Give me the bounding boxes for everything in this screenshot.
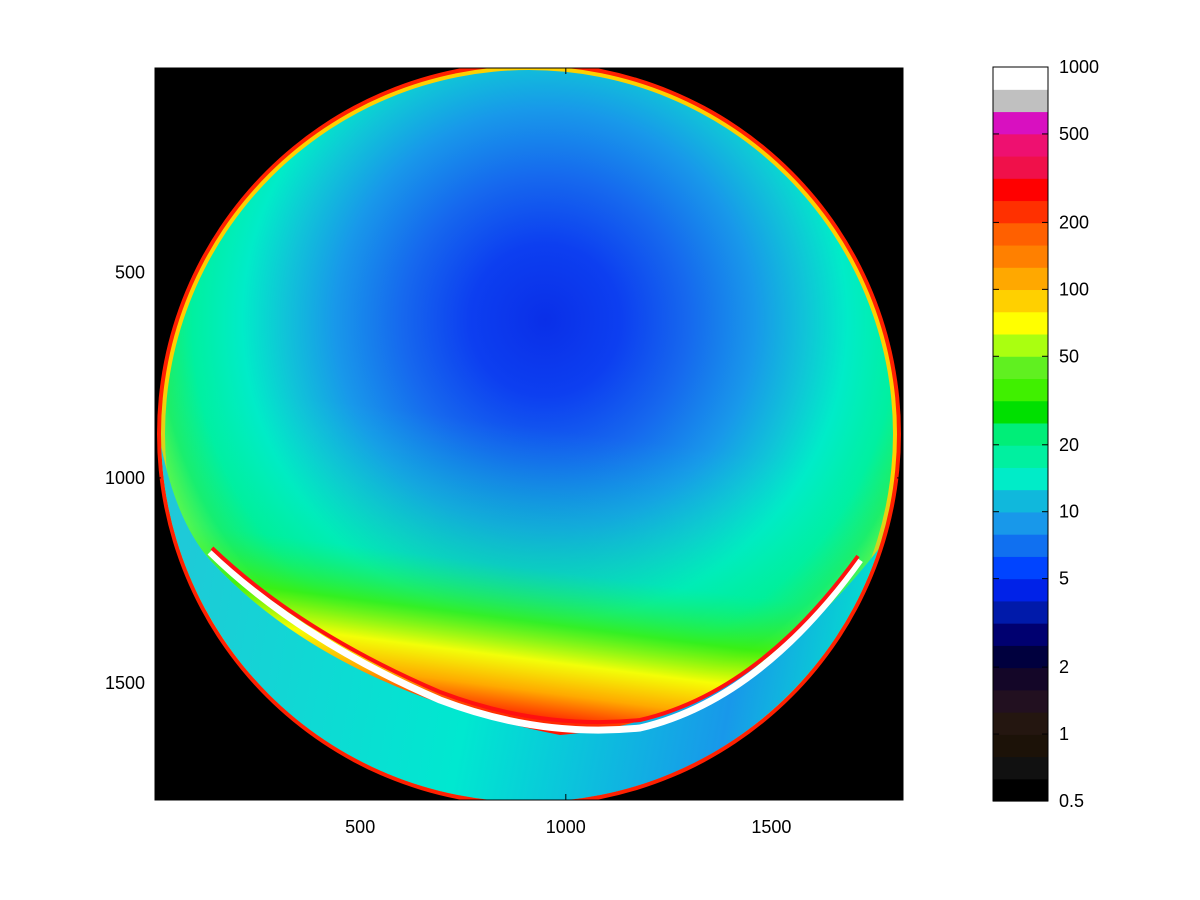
colorbar-swatch — [993, 689, 1048, 713]
colorbar-swatch — [993, 333, 1048, 357]
colorbar-ticks: 0.5 1 2 5 10 20 50 100 200 500 1000 — [993, 57, 1099, 811]
colorbar-swatch — [993, 778, 1048, 802]
image-axes: 500 1000 1500 500 1000 1500 — [105, 67, 904, 837]
x-tick-label: 1000 — [546, 817, 586, 837]
colorbar-swatch — [993, 556, 1048, 580]
colorbar-swatch — [993, 623, 1048, 646]
colorbar-swatch — [993, 422, 1048, 446]
colorbar-swatch — [993, 111, 1048, 135]
colorbar-tick-label: 50 — [1059, 346, 1079, 366]
sky-image — [157, 68, 901, 800]
colorbar-swatch — [993, 356, 1048, 379]
colorbar-tick-label: 500 — [1059, 124, 1089, 144]
colorbar-swatch — [993, 311, 1048, 335]
colorbar-tick-label: 1000 — [1059, 57, 1099, 77]
colorbar-swatches — [993, 67, 1048, 802]
colorbar-swatch — [993, 178, 1048, 202]
colorbar-swatch — [993, 155, 1048, 179]
horizon-red-edge — [210, 546, 860, 725]
horizon-bright-edge — [207, 549, 863, 734]
colorbar-tick-label: 5 — [1059, 569, 1069, 589]
colorbar-swatch — [993, 378, 1048, 402]
colorbar-swatch — [993, 600, 1048, 624]
colorbar-swatch — [993, 400, 1048, 424]
y-axis: 500 1000 1500 — [105, 263, 903, 693]
colorbar-swatch — [993, 667, 1048, 691]
colorbar-tick-label: 20 — [1059, 435, 1079, 455]
colorbar-tick-label: 1 — [1059, 724, 1069, 744]
colorbar-swatch — [993, 645, 1048, 669]
colorbar-tick-label: 0.5 — [1059, 791, 1084, 811]
colorbar-swatch — [993, 756, 1048, 780]
y-tick-label: 1500 — [105, 673, 145, 693]
axes-box — [154, 67, 904, 801]
colorbar-swatch — [993, 578, 1048, 602]
colorbar-swatch — [993, 534, 1048, 557]
colorbar-tick-label: 100 — [1059, 279, 1089, 299]
colorbar-swatch — [993, 489, 1048, 513]
colorbar-swatch — [993, 67, 1048, 90]
lower-ring-band — [161, 440, 897, 800]
colorbar-tick-label: 200 — [1059, 212, 1089, 232]
x-tick-label: 500 — [345, 817, 375, 837]
x-tick-label: 1500 — [751, 817, 791, 837]
colorbar-swatch — [993, 445, 1048, 468]
colorbar-swatch — [993, 712, 1048, 735]
colorbar-swatch — [993, 200, 1048, 224]
colorbar-swatch — [993, 467, 1048, 491]
y-tick-label: 500 — [115, 263, 145, 283]
colorbar-swatch — [993, 133, 1048, 157]
colorbar-swatch — [993, 289, 1048, 313]
colorbar-tick-label: 10 — [1059, 502, 1079, 522]
colorbar-tick-label: 2 — [1059, 657, 1069, 677]
y-tick-label: 1000 — [105, 468, 145, 488]
colorbar-swatch — [993, 267, 1048, 291]
colorbar: 0.5 1 2 5 10 20 50 100 200 500 1000 — [992, 57, 1099, 811]
colorbar-swatch — [993, 244, 1048, 268]
x-axis: 500 1000 1500 — [345, 68, 791, 837]
colorbar-swatch — [993, 734, 1048, 758]
colorbar-swatch — [993, 222, 1048, 246]
colorbar-frame — [992, 66, 1049, 802]
colorbar-swatch — [993, 89, 1048, 113]
colorbar-swatch — [993, 511, 1048, 535]
